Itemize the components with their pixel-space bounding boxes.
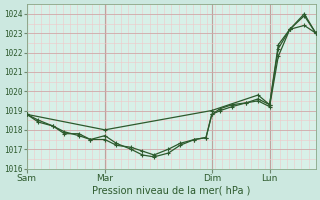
X-axis label: Pression niveau de la mer( hPa ): Pression niveau de la mer( hPa ) bbox=[92, 186, 251, 196]
